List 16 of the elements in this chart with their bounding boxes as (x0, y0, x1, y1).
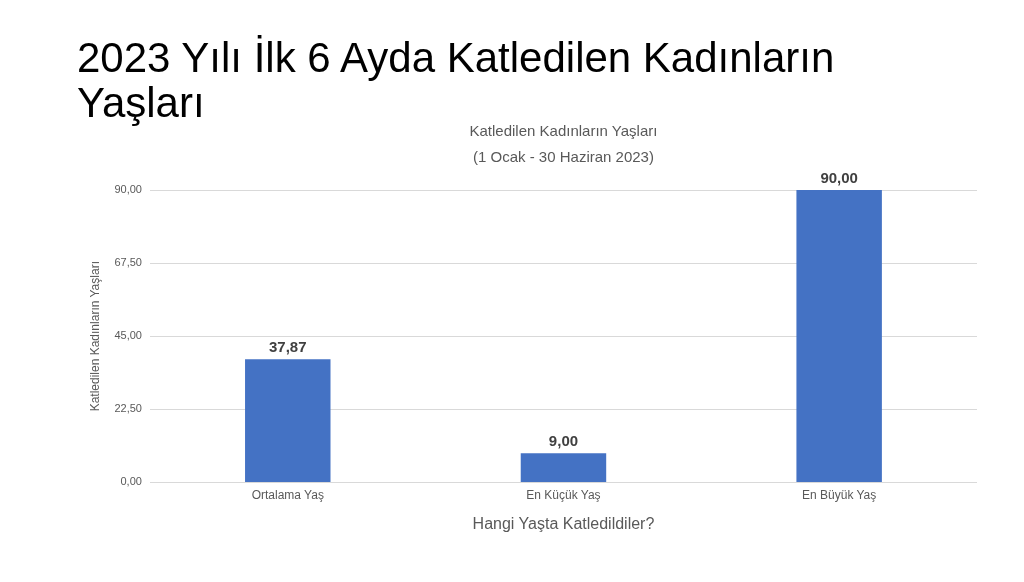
y-tick-label: 45,00 (114, 329, 142, 342)
data-label: 9,00 (548, 431, 579, 449)
y-tick-label: 67,50 (114, 256, 142, 269)
x-tick-label: En Büyük Yaş (802, 487, 877, 502)
y-tick-label: 0,00 (120, 475, 142, 488)
bar (520, 453, 607, 482)
x-axis-title: Hangi Yaşta Katledildiler? (472, 514, 655, 532)
data-label: 37,87 (269, 338, 307, 356)
x-tick-label: Ortalama Yaş (251, 487, 324, 502)
y-tick-label: 22,50 (114, 402, 142, 415)
bar (796, 190, 882, 482)
y-axis-title: Katledilen Kadınların Yaşları (87, 261, 102, 412)
bar (245, 359, 331, 482)
x-tick-label: En Küçük Yaş (526, 487, 601, 502)
data-label: 90,00 (820, 168, 858, 186)
y-tick-label: 90,00 (114, 183, 142, 196)
